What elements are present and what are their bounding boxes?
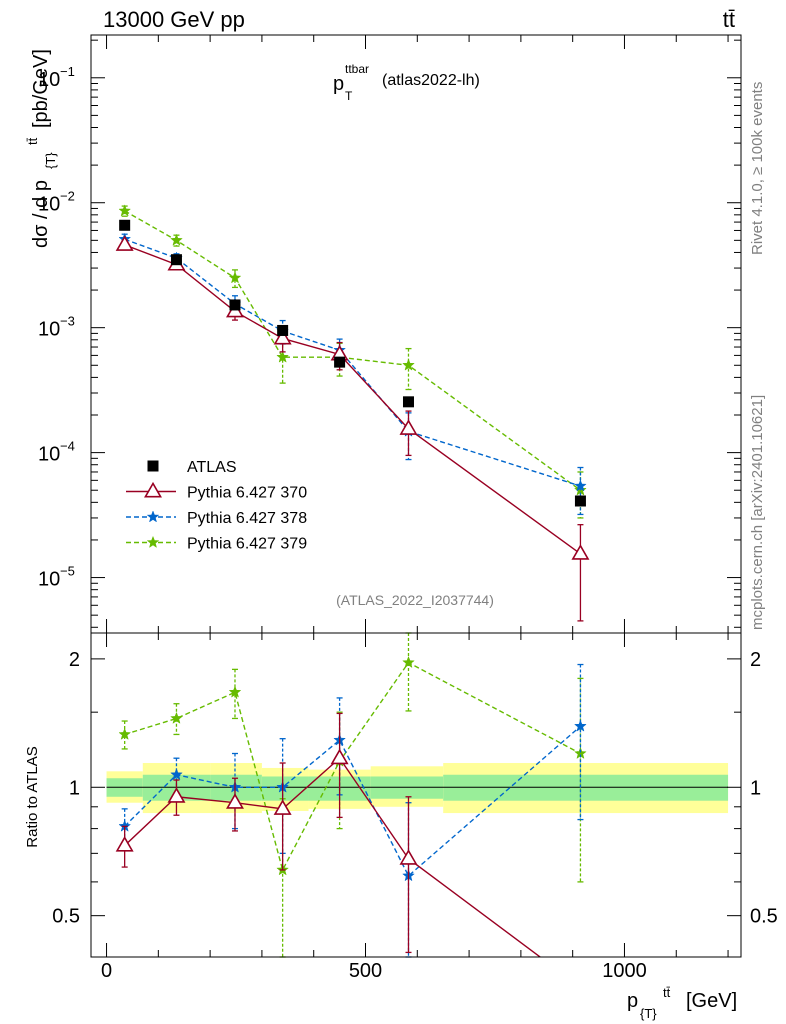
ratio-y-ticks: 0.5 0.5 1 1 2 2 [52, 649, 778, 928]
ratio-plot-content [106, 632, 729, 958]
data-point-pythia-6-427-379 [402, 358, 415, 371]
svg-text:ttbar: ttbar [345, 62, 369, 76]
ratio-ylabel: Ratio to ATLAS [24, 746, 41, 847]
ratio-point-pythia-6-427-370 [226, 793, 244, 809]
ratio-y-tick-label: 2 [69, 649, 80, 671]
x-tick-label: 0 [101, 960, 112, 982]
svg-text:p: p [627, 990, 638, 1012]
ratio-point-pythia-6-427-370 [330, 748, 349, 765]
main-x-ticks [106, 35, 729, 633]
legend-marker-pythia-6-427-379 [146, 535, 160, 548]
y-tick-label: 10 [38, 319, 60, 341]
data-point-pythia-6-427-370 [115, 235, 134, 251]
y-tick-label-exponent: −3 [60, 314, 75, 329]
data-point-atlas [574, 495, 586, 507]
svg-text:tt̄: tt̄ [663, 985, 671, 1000]
svg-text:{T}: {T} [640, 1006, 657, 1021]
legend-label-pythia-6-427-379: Pythia 6.427 379 [187, 536, 307, 553]
x-tick-label: 1000 [602, 960, 647, 982]
ratio-point-pythia-6-427-379 [118, 727, 132, 740]
ratio-point-pythia-6-427-370 [115, 835, 134, 852]
legend-marker-atlas [147, 460, 159, 472]
data-point-pythia-6-427-379 [170, 233, 183, 246]
data-point-pythia-6-427-379 [276, 350, 289, 363]
ratio-frame [90, 632, 742, 958]
y-tick-label: 10 [38, 194, 60, 216]
svg-text:dσ / d p: dσ / d p [30, 180, 52, 248]
y-tick-label-exponent: −1 [60, 64, 75, 79]
ratio-panel: 0.5 0.5 1 1 2 2 0 500 1000 Ratio to ATLAS [24, 632, 778, 982]
ratio-point-pythia-6-427-379 [228, 685, 242, 698]
ratio-y-tick-label-right: 2 [750, 649, 761, 671]
svg-text:tt̄: tt̄ [25, 137, 40, 145]
legend-marker-pythia-6-427-378 [146, 510, 160, 523]
ratio-y-tick-label-right: 1 [750, 777, 761, 799]
data-point-atlas [277, 324, 289, 336]
y-tick-label-exponent: −2 [60, 189, 75, 204]
y-tick-label: 10 [38, 569, 60, 591]
svg-text:[pb/GeV]: [pb/GeV] [30, 49, 52, 128]
data-point-pythia-6-427-379 [118, 204, 132, 217]
ratio-point-pythia-6-427-379 [170, 711, 183, 724]
data-point-pythia-6-427-370 [399, 419, 418, 435]
ratio-point-pythia-6-427-370 [273, 799, 292, 815]
plot-title: p ttbar T (atlas2022-lh) [333, 62, 480, 103]
x-axis-label: p {T} tt̄ [GeV] [627, 985, 737, 1021]
svg-text:{T}: {T} [43, 152, 58, 169]
main-y-ticks: 10−110−210−310−410−5 [38, 39, 741, 628]
x-tick-label: 500 [349, 960, 382, 982]
series-line-pythia-6-427-378 [124, 238, 581, 487]
legend-marker-pythia-6-427-370 [144, 481, 162, 498]
y-tick-label-exponent: −5 [60, 564, 75, 579]
ratio-x-ticks: 0 500 1000 [101, 633, 729, 982]
rivet-label: Rivet 4.1.0, ≥ 100k events [749, 82, 766, 255]
ratio-point-pythia-6-427-370 [167, 787, 186, 803]
data-point-atlas [402, 396, 414, 408]
ratio-point-pythia-6-427-379 [402, 655, 415, 669]
svg-text:p: p [333, 73, 344, 95]
analysis-id: (ATLAS_2022_I2037744) [336, 592, 494, 608]
legend: ATLAS Pythia 6.427 370 Pythia 6.427 378 Pyt… [126, 459, 307, 553]
mcplots-label: mcplots.cern.ch [arXiv:2401.10621] [749, 395, 766, 630]
y-tick-label: 10 [38, 69, 60, 91]
data-point-atlas [229, 299, 241, 311]
ratio-point-pythia-6-427-370 [399, 849, 418, 865]
svg-text:T: T [345, 89, 353, 103]
ratio-y-tick-label-right: 0.5 [750, 906, 778, 928]
data-point-pythia-6-427-370 [273, 328, 292, 345]
ratio-point-pythia-6-427-378 [574, 719, 587, 732]
ratio-y-tick-label: 1 [69, 777, 80, 799]
legend-label-pythia-6-427-378: Pythia 6.427 378 [187, 510, 307, 527]
svg-text:(atlas2022-lh): (atlas2022-lh) [382, 72, 480, 89]
series-line-pythia-6-427-370 [124, 244, 581, 555]
y-tick-label-exponent: −4 [60, 439, 75, 454]
y-tick-label: 10 [38, 444, 60, 466]
process-label: tt̄ [723, 7, 735, 32]
legend-label-pythia-6-427-370: Pythia 6.427 370 [187, 485, 307, 502]
ratio-y-tick-label: 0.5 [52, 906, 80, 928]
main-panel: 10−110−210−310−410−5 p ttbar T (atlas202… [25, 34, 742, 634]
series-line-pythia-6-427-379 [124, 210, 581, 491]
legend-label-atlas: ATLAS [187, 459, 237, 476]
data-point-atlas [334, 356, 346, 368]
data-point-atlas [170, 254, 182, 266]
data-point-pythia-6-427-379 [228, 271, 242, 284]
ratio-point-pythia-6-427-378 [170, 767, 183, 781]
data-point-pythia-6-427-370 [571, 544, 590, 560]
data-point-atlas [119, 219, 131, 231]
main-ylabel: dσ / d p {T} tt̄ [pb/GeV] [25, 49, 58, 248]
svg-text:[GeV]: [GeV] [686, 990, 737, 1012]
collision-label: 13000 GeV pp [103, 7, 245, 32]
data-point-pythia-6-427-378 [574, 479, 587, 492]
main-plot-content [115, 204, 590, 622]
